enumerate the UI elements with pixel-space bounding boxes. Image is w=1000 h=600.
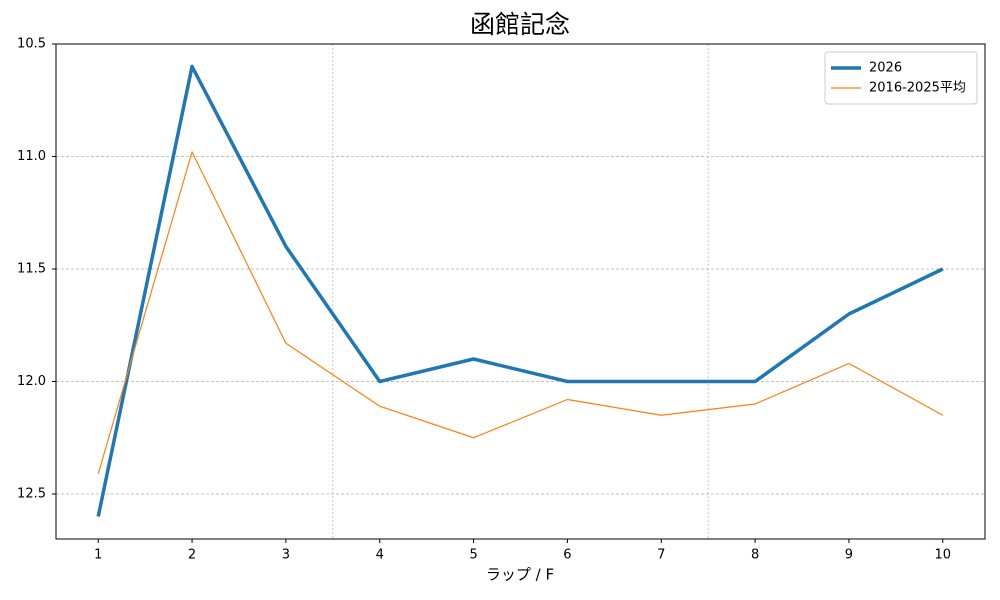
x-tick-label: 10 xyxy=(934,548,951,563)
legend-label: 2026 xyxy=(869,61,902,76)
chart-title: 函館記念 xyxy=(470,10,570,39)
x-tick-label: 1 xyxy=(94,548,102,563)
x-tick-label: 2 xyxy=(188,548,196,563)
y-tick-label: 12.5 xyxy=(17,487,46,502)
x-axis-label: ラップ / F xyxy=(486,566,554,584)
y-tick-label: 11.0 xyxy=(17,149,46,164)
x-tick-label: 6 xyxy=(563,548,571,563)
x-tick-label: 4 xyxy=(376,548,384,563)
legend-box xyxy=(824,51,978,105)
data-line xyxy=(96,64,944,517)
legend-label: 2016-2025平均 xyxy=(869,81,966,96)
y-tick-label: 12.0 xyxy=(17,374,46,389)
x-tick-label: 3 xyxy=(282,548,290,563)
x-tick-label: 7 xyxy=(657,548,665,563)
plot-frame xyxy=(55,43,986,540)
data-line xyxy=(97,151,944,474)
x-tick-label: 8 xyxy=(751,548,759,563)
y-tick-label: 10.5 xyxy=(17,37,46,52)
x-tick-label: 5 xyxy=(469,548,477,563)
x-tick-label: 9 xyxy=(845,548,853,563)
y-tick-label: 11.5 xyxy=(17,262,46,277)
